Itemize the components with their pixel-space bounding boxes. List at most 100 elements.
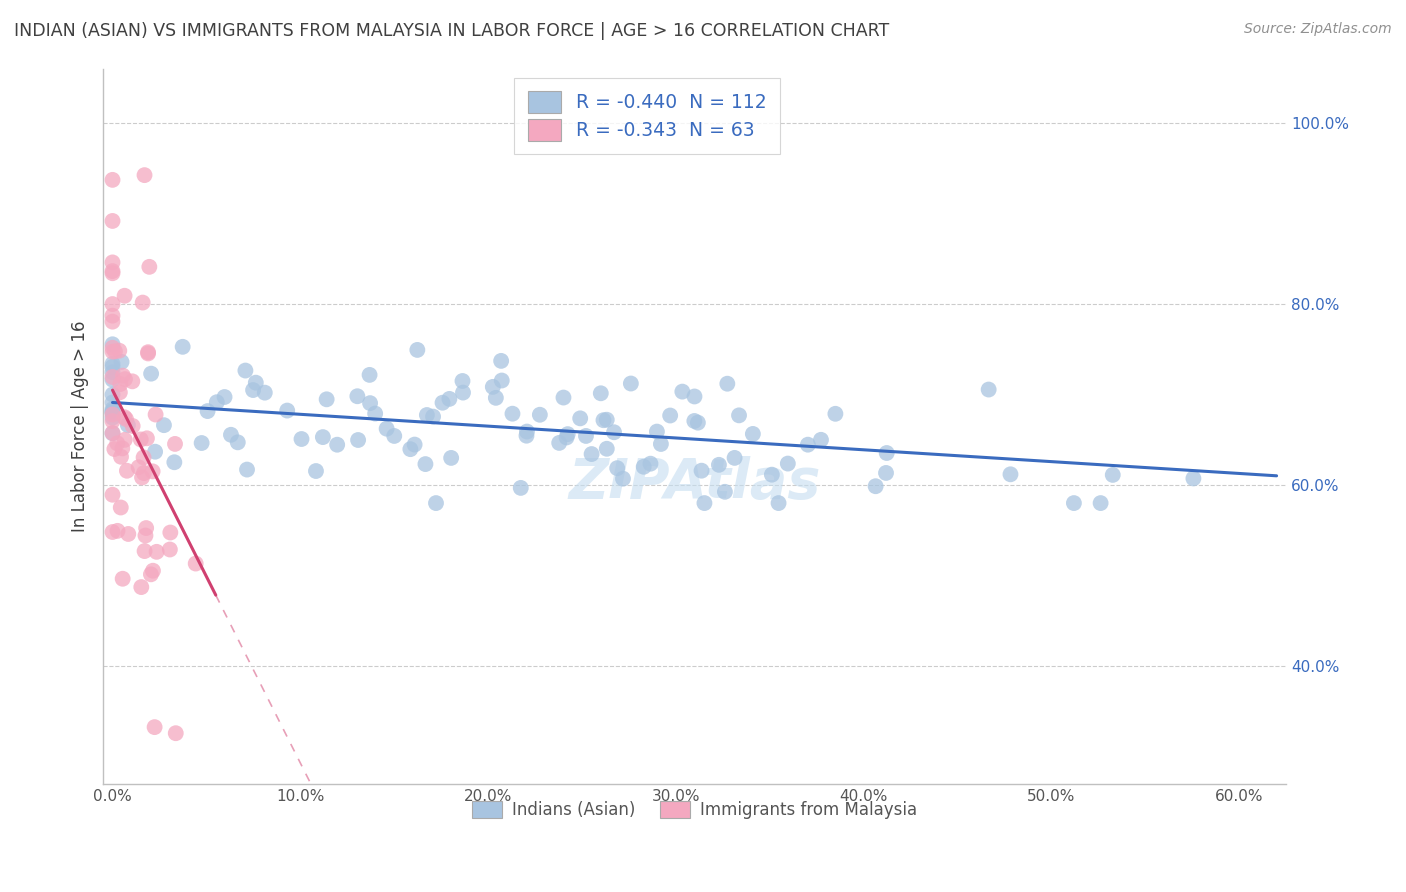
Point xyxy=(640,457,662,471)
Point xyxy=(143,444,166,458)
Point xyxy=(101,309,124,323)
Point xyxy=(875,466,897,480)
Point xyxy=(683,414,706,428)
Point xyxy=(184,557,207,571)
Point xyxy=(111,368,134,383)
Point xyxy=(741,426,763,441)
Point xyxy=(101,315,124,329)
Point xyxy=(659,409,682,423)
Point xyxy=(101,410,124,425)
Point xyxy=(761,467,783,482)
Point xyxy=(581,447,603,461)
Point xyxy=(103,442,125,456)
Point xyxy=(121,419,143,434)
Point xyxy=(101,387,124,401)
Point xyxy=(290,432,312,446)
Point xyxy=(359,368,381,382)
Point xyxy=(529,408,551,422)
Point xyxy=(115,412,138,426)
Point xyxy=(620,376,643,391)
Point xyxy=(236,462,259,476)
Text: ZIPAtlas: ZIPAtlas xyxy=(568,457,821,510)
Point xyxy=(114,433,136,447)
Text: INDIAN (ASIAN) VS IMMIGRANTS FROM MALAYSIA IN LABOR FORCE | AGE > 16 CORRELATION: INDIAN (ASIAN) VS IMMIGRANTS FROM MALAYS… xyxy=(14,22,890,40)
Point xyxy=(135,431,157,445)
Point xyxy=(108,385,131,400)
Point xyxy=(136,345,159,359)
Point xyxy=(101,524,124,539)
Point xyxy=(101,214,124,228)
Point xyxy=(312,430,335,444)
Point xyxy=(432,395,454,409)
Point xyxy=(276,403,298,417)
Point xyxy=(592,413,614,427)
Point xyxy=(110,377,132,392)
Point xyxy=(686,416,709,430)
Point xyxy=(131,470,153,484)
Point xyxy=(101,357,124,371)
Point xyxy=(575,429,598,443)
Point xyxy=(305,464,328,478)
Point xyxy=(589,386,612,401)
Point xyxy=(683,389,706,403)
Point xyxy=(101,365,124,379)
Point xyxy=(382,429,405,443)
Point xyxy=(145,545,167,559)
Point xyxy=(101,402,124,417)
Point xyxy=(159,525,181,540)
Point xyxy=(491,374,513,388)
Point xyxy=(364,407,387,421)
Point xyxy=(101,341,124,355)
Point xyxy=(245,376,267,390)
Point xyxy=(107,524,129,538)
Point xyxy=(326,438,349,452)
Point xyxy=(104,344,127,359)
Point xyxy=(101,425,124,440)
Point xyxy=(105,436,128,450)
Point xyxy=(1090,496,1112,510)
Point xyxy=(569,411,592,425)
Point xyxy=(101,266,124,280)
Point xyxy=(143,720,166,734)
Point xyxy=(776,457,799,471)
Point xyxy=(114,372,136,386)
Point xyxy=(501,407,523,421)
Point xyxy=(153,418,176,433)
Point xyxy=(415,457,437,471)
Point xyxy=(101,488,124,502)
Point xyxy=(1063,496,1085,510)
Point xyxy=(134,168,156,182)
Point xyxy=(375,422,398,436)
Point xyxy=(650,437,672,451)
Point xyxy=(606,461,628,475)
Point xyxy=(707,458,730,472)
Point xyxy=(768,496,790,510)
Point xyxy=(1101,467,1123,482)
Point xyxy=(1182,471,1205,485)
Point xyxy=(596,413,619,427)
Point xyxy=(112,410,135,425)
Point xyxy=(416,408,439,422)
Point xyxy=(142,464,165,478)
Point xyxy=(101,359,124,374)
Point xyxy=(101,406,124,420)
Point xyxy=(110,450,132,464)
Point xyxy=(101,344,124,359)
Point xyxy=(145,408,167,422)
Point xyxy=(110,500,132,515)
Point xyxy=(690,464,713,478)
Point xyxy=(101,255,124,269)
Point xyxy=(111,442,134,456)
Point xyxy=(548,436,571,450)
Point xyxy=(346,389,368,403)
Point xyxy=(596,442,619,456)
Point xyxy=(110,355,132,369)
Point xyxy=(101,337,124,351)
Point xyxy=(134,528,156,542)
Point xyxy=(485,391,508,405)
Point xyxy=(117,418,139,433)
Point xyxy=(219,427,242,442)
Text: Source: ZipAtlas.com: Source: ZipAtlas.com xyxy=(1244,22,1392,37)
Point xyxy=(797,438,820,452)
Legend: Indians (Asian), Immigrants from Malaysia: Indians (Asian), Immigrants from Malaysi… xyxy=(465,794,924,825)
